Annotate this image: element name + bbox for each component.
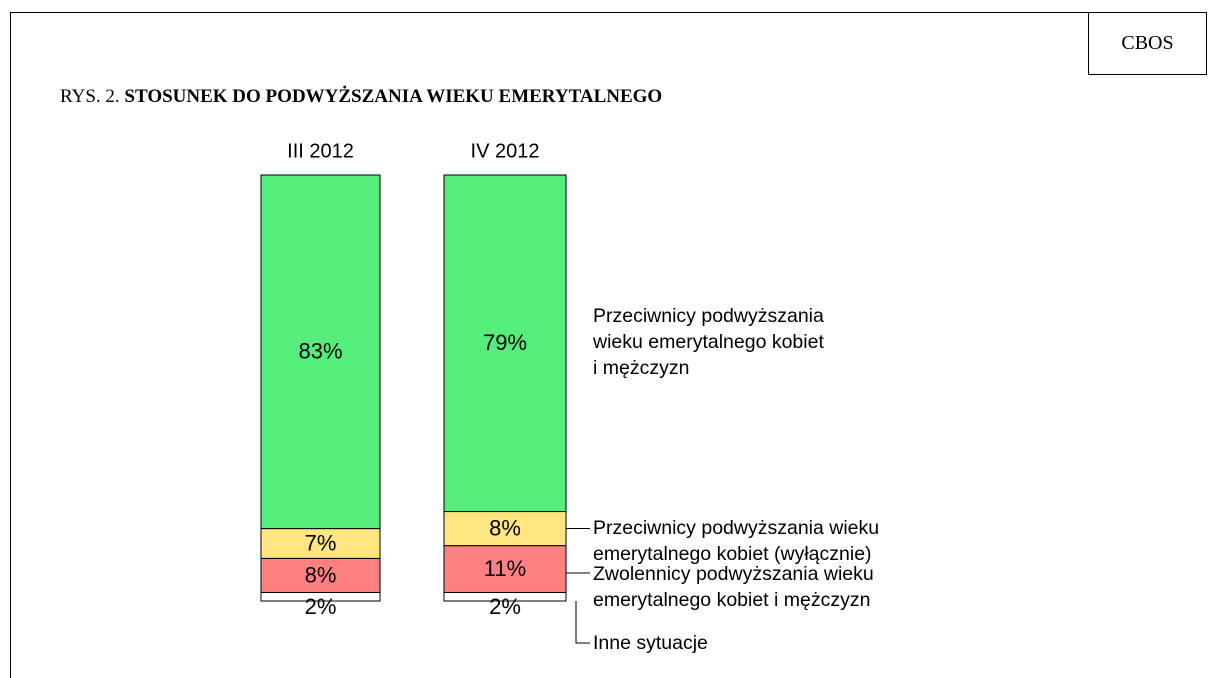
value-label: 79%: [483, 330, 527, 355]
leader-line: [575, 601, 590, 644]
source: CBOS: [1088, 12, 1207, 75]
legend-label: Przeciwnicy podwyższania wieku emerytaln…: [593, 517, 880, 565]
chart-title: STOSUNEK DO PODWYŻSZANIA WIEKU EMERYTALN…: [124, 86, 663, 107]
legend-label: Zwolennicy podwyższania wieku emerytalne…: [593, 563, 874, 611]
category-label: III 2012: [287, 140, 354, 162]
value-label: 8%: [305, 562, 337, 587]
frame: [10, 12, 1207, 678]
legend-label: Przeciwnicy podwyższania wieku emerytaln…: [593, 305, 824, 379]
value-label: 2%: [489, 594, 521, 619]
bar-segment: [260, 528, 381, 559]
bar-segment: [443, 545, 567, 593]
bar-segment: [260, 557, 381, 593]
figure-label: RYS. 2.: [60, 86, 120, 107]
value-label: 83%: [298, 339, 342, 364]
value-label: 2%: [305, 594, 337, 619]
title-block: RYS. 2. STOSUNEK DO PODWYŻSZANIA WIEKU E…: [60, 86, 662, 108]
bar-segment: [443, 174, 567, 513]
category-label: IV 2012: [471, 140, 540, 162]
value-label: 11%: [484, 556, 526, 581]
value-label: 8%: [489, 515, 521, 540]
bar-segment: [260, 174, 381, 530]
value-label: 7%: [305, 530, 337, 555]
legend-label: Inne sytuacje: [593, 632, 708, 654]
